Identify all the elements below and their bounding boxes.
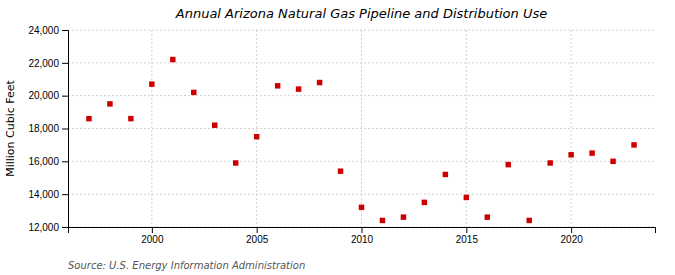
x-tick-mark <box>571 227 572 233</box>
y-tick: 24,000 <box>28 25 68 36</box>
point <box>359 205 364 210</box>
grid-line-y <box>68 128 655 129</box>
point <box>401 214 406 219</box>
y-tick-mark <box>62 96 68 97</box>
grid <box>68 30 655 227</box>
y-tick: 22,000 <box>28 58 68 69</box>
point <box>338 168 343 173</box>
point <box>547 160 552 165</box>
grid-line-y <box>68 30 655 31</box>
y-tick: 20,000 <box>28 90 68 101</box>
x-tick-mark <box>152 227 153 233</box>
title: Annual Arizona Natural Gas Pipeline and … <box>175 6 547 21</box>
point <box>380 218 385 223</box>
point <box>212 122 217 127</box>
y-tick-mark <box>62 227 68 228</box>
x-tick-mark <box>362 227 363 233</box>
point <box>254 134 259 139</box>
grid-line-x <box>571 30 572 227</box>
x-tick: 2005 <box>246 227 269 245</box>
point <box>275 83 280 88</box>
point <box>610 159 615 164</box>
plot: 2000 2005 2010 2015 2020 12,000 14,000 16,000 18… <box>28 25 655 245</box>
y-tick-label: 16,000 <box>28 156 59 167</box>
x-axis: 2000 2005 2010 2015 2020 <box>69 227 656 245</box>
point <box>589 150 594 155</box>
point <box>422 200 427 205</box>
x-tick: 2015 <box>456 227 479 245</box>
y-axis: 12,000 14,000 16,000 18,000 20,000 22,000 24,0… <box>28 25 68 233</box>
y-tick-mark <box>62 63 68 64</box>
y-axis-line <box>62 31 69 228</box>
x-tick-mark <box>466 227 467 233</box>
point <box>464 195 469 200</box>
x-tick-label: 2020 <box>561 234 584 245</box>
y-axis-title: Million Cubic Feet <box>4 79 17 176</box>
y-tick: 14,000 <box>28 189 68 200</box>
point <box>485 214 490 219</box>
y-tick-mark <box>62 161 68 162</box>
y-tick-label: 24,000 <box>28 25 59 36</box>
point <box>107 101 112 106</box>
grid-line-y <box>68 194 655 195</box>
x-axis-line <box>69 228 656 234</box>
y-tick-label: 20,000 <box>28 90 59 101</box>
y-tick: 12,000 <box>28 222 68 233</box>
point <box>86 116 91 121</box>
y-tick-label: 18,000 <box>28 123 59 134</box>
x-tick-label: 2000 <box>141 234 164 245</box>
point <box>149 81 154 86</box>
y-tick-mark <box>62 194 68 195</box>
y-tick: 18,000 <box>28 123 68 134</box>
y-tick-label: 12,000 <box>28 222 59 233</box>
point <box>443 172 448 177</box>
point <box>170 57 175 62</box>
point <box>526 218 531 223</box>
y-tick-label: 22,000 <box>28 58 59 69</box>
x-tick-label: 2010 <box>351 234 374 245</box>
x-tick-mark <box>257 227 258 233</box>
source: Source: U.S. Energy Information Administ… <box>68 260 305 271</box>
x-tick: 2020 <box>561 227 584 245</box>
point <box>506 162 511 167</box>
grid-line-y <box>68 62 655 63</box>
point <box>568 152 573 157</box>
point <box>296 86 301 91</box>
grid-line-y <box>68 95 655 96</box>
y-tick-mark <box>62 30 68 31</box>
chart: 2000 2005 2010 2015 2020 12,000 14,000 16,000 18… <box>0 0 675 275</box>
x-tick-label: 2005 <box>246 234 269 245</box>
x-tick: 2010 <box>351 227 374 245</box>
point <box>128 116 133 121</box>
grid-line-y <box>68 161 655 162</box>
y-tick-label: 14,000 <box>28 189 59 200</box>
point <box>191 90 196 95</box>
point <box>317 80 322 85</box>
x-tick: 2000 <box>141 227 164 245</box>
y-tick: 16,000 <box>28 156 68 167</box>
point <box>631 142 636 147</box>
y-tick-mark <box>62 129 68 130</box>
x-tick-label: 2015 <box>456 234 479 245</box>
points <box>86 57 637 223</box>
point <box>233 160 238 165</box>
